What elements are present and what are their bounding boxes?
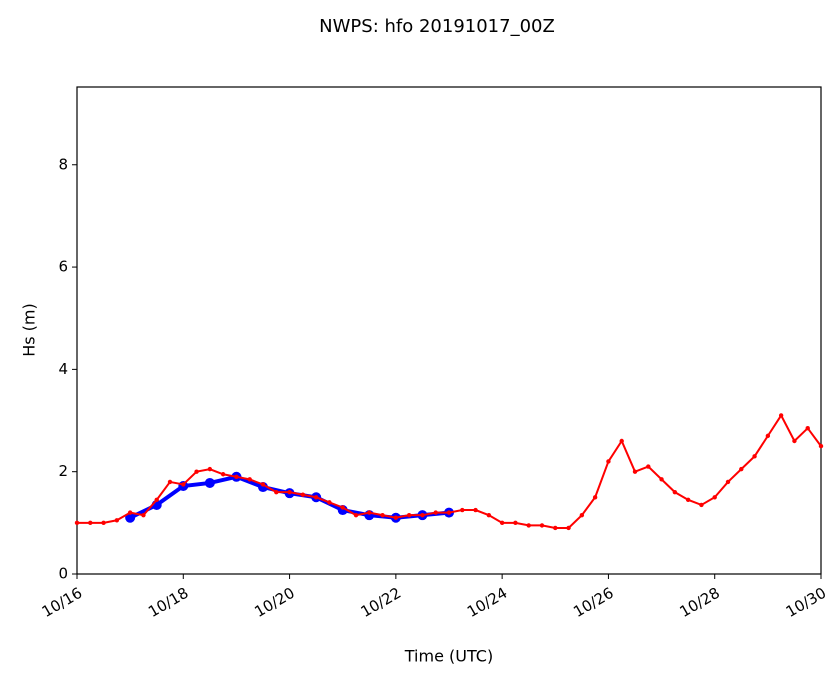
chart-title: NWPS: hfo 20191017_00Z — [319, 16, 555, 37]
series-point — [513, 520, 518, 526]
y-tick-label: 2 — [58, 462, 68, 480]
series-point — [313, 495, 319, 500]
series-point — [539, 523, 545, 528]
series-point — [553, 525, 558, 531]
series-point — [287, 489, 292, 495]
series-point — [486, 512, 492, 518]
series-point — [125, 512, 136, 523]
series-point — [592, 495, 598, 500]
series-point — [672, 489, 678, 495]
series-point — [566, 525, 571, 531]
series-point — [300, 492, 306, 497]
x-tick-label: 10/18 — [145, 584, 191, 621]
series-point — [393, 515, 399, 520]
series-point — [340, 505, 345, 510]
series-point — [460, 507, 465, 513]
series-point — [473, 507, 478, 513]
series-point — [499, 520, 505, 526]
series-point — [260, 482, 266, 487]
series-point — [526, 523, 531, 528]
series-point — [406, 512, 412, 518]
y-tick-label: 8 — [58, 155, 68, 173]
series-point — [247, 477, 252, 482]
series-point — [632, 469, 638, 474]
series-point — [367, 510, 372, 515]
series-point — [114, 518, 120, 523]
series-point — [141, 512, 146, 518]
y-axis-label: Hs (m) — [20, 303, 39, 357]
series-point — [446, 510, 452, 515]
y-tick-label: 4 — [58, 360, 68, 378]
series-point — [101, 520, 106, 526]
series-point — [725, 479, 731, 485]
series-point — [353, 512, 359, 518]
y-tick-label: 0 — [58, 565, 68, 583]
series-point — [207, 466, 213, 472]
series-point — [380, 512, 385, 518]
x-tick-label: 10/16 — [39, 584, 85, 621]
series-point — [619, 438, 624, 444]
series-point — [234, 474, 239, 480]
x-tick-label: 10/28 — [677, 584, 723, 621]
series-point — [739, 466, 744, 472]
series-point — [167, 479, 173, 485]
series-point — [181, 482, 186, 487]
series-point — [659, 477, 664, 482]
x-tick-label: 10/30 — [783, 584, 829, 621]
series-point — [327, 500, 332, 505]
series-point — [579, 512, 585, 518]
series-point — [220, 472, 226, 477]
series-point — [127, 510, 133, 515]
x-tick-label: 10/20 — [251, 584, 297, 621]
x-tick-label: 10/24 — [464, 584, 510, 621]
y-tick-label: 6 — [58, 258, 68, 276]
series-point — [154, 497, 159, 503]
series-point — [194, 469, 199, 474]
series-point — [646, 464, 651, 469]
series-point — [792, 438, 797, 444]
series-point — [712, 495, 717, 500]
series-point — [204, 477, 215, 488]
series-point — [765, 433, 771, 439]
x-axis-label: Time (UTC) — [404, 647, 493, 666]
series-point — [274, 489, 279, 495]
series-point — [433, 510, 438, 515]
plot-frame — [76, 86, 822, 575]
series-point — [88, 520, 93, 526]
series-point — [420, 512, 425, 518]
x-tick-label: 10/26 — [570, 584, 616, 621]
series-point — [606, 459, 611, 464]
series-point — [699, 502, 704, 508]
series-point — [778, 413, 784, 418]
series-point — [818, 443, 824, 449]
series-point — [752, 454, 757, 459]
series-point — [685, 497, 691, 503]
series-point — [805, 426, 810, 431]
x-tick-label: 10/22 — [358, 584, 404, 621]
series-point — [74, 520, 80, 526]
